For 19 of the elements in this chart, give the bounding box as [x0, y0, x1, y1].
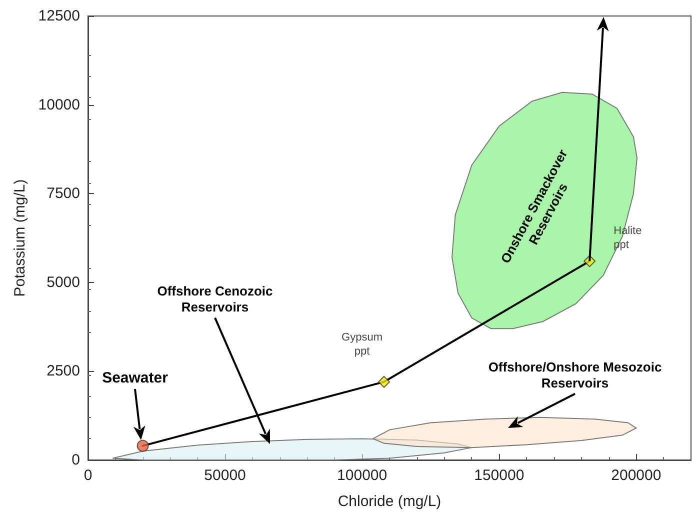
x-tick-label: 200000: [611, 467, 662, 484]
y-tick-label: 2500: [46, 362, 80, 380]
y-tick-label: 5000: [46, 274, 80, 291]
annotation: Seawater: [102, 369, 168, 386]
annotation: Gypsum ppt: [342, 332, 383, 358]
point: [136, 440, 149, 452]
x-tick-label: 100000: [337, 467, 388, 484]
y-tick-label: 12500: [38, 8, 80, 24]
y-tick-label: 10000: [38, 96, 80, 114]
point: [378, 376, 390, 388]
x-tick-label: 0: [84, 467, 92, 484]
x-tick-label: 50000: [204, 467, 246, 484]
y-tick-label: 7500: [46, 185, 80, 202]
x-tick-label: 150000: [474, 467, 524, 484]
y-axis-title: Potassium (mg/L): [11, 179, 28, 297]
y-tick-label: 0: [72, 452, 80, 468]
annotation: Offshore/Onshore Mesozoic Reservoirs: [488, 360, 662, 391]
x-axis-title: Chloride (mg/L): [338, 493, 442, 510]
annotation: Offshore Cenozoic Reservoirs: [157, 284, 273, 315]
